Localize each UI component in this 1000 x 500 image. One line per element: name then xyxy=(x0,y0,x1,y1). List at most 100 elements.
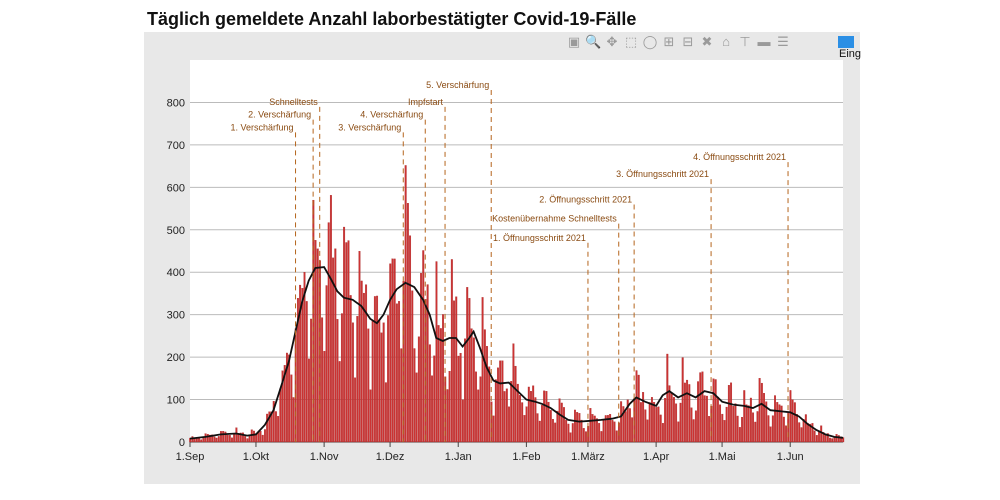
bar xyxy=(730,382,733,443)
bar xyxy=(259,430,262,443)
zoom-icon[interactable]: 🔍 xyxy=(585,34,602,49)
bar xyxy=(705,395,708,443)
bar xyxy=(811,423,814,443)
bar xyxy=(215,437,218,443)
bar xyxy=(202,437,205,443)
reset-axes-icon[interactable]: ⌂ xyxy=(722,34,730,49)
bar xyxy=(325,285,328,443)
bar xyxy=(602,420,605,443)
box-select-icon[interactable]: ⬚ xyxy=(624,34,638,49)
hover-compare-icon[interactable]: ☰ xyxy=(777,34,789,49)
bar xyxy=(791,399,794,443)
bar xyxy=(371,320,374,443)
camera-icon[interactable]: ▣ xyxy=(567,34,581,49)
annotation-label: Impfstart xyxy=(408,97,444,107)
bar xyxy=(639,402,642,443)
bar xyxy=(778,404,781,443)
bar xyxy=(477,389,480,443)
bar xyxy=(552,419,554,443)
bar xyxy=(508,406,510,443)
y-tick-label: 500 xyxy=(167,225,185,237)
bar xyxy=(307,358,310,443)
bar xyxy=(842,437,845,443)
bar xyxy=(769,426,772,443)
bar xyxy=(714,379,717,443)
bar xyxy=(376,295,379,443)
bar xyxy=(563,407,565,443)
bar xyxy=(527,386,530,443)
bar xyxy=(659,414,662,443)
bar xyxy=(329,195,332,443)
bar xyxy=(217,436,220,443)
bar xyxy=(686,379,689,443)
bar xyxy=(516,383,519,443)
annotation-label: 4. Verschärfung xyxy=(360,110,423,120)
bar xyxy=(279,388,282,443)
bar xyxy=(653,402,656,443)
bar xyxy=(209,434,211,443)
bar xyxy=(501,360,504,443)
annotation-label: 2. Verschärfung xyxy=(248,110,311,120)
bar xyxy=(349,295,352,443)
bar xyxy=(305,301,308,443)
legend-toggle-icon[interactable] xyxy=(838,36,854,48)
x-tick-label: 1.Nov xyxy=(310,451,339,463)
bar xyxy=(534,397,537,443)
annotation-label: 1. Öffnungsschritt 2021 xyxy=(493,233,586,243)
bar xyxy=(264,429,266,443)
bar xyxy=(681,357,684,443)
bar xyxy=(580,419,583,443)
bar xyxy=(822,432,825,443)
bar xyxy=(547,401,550,443)
bar xyxy=(785,425,787,443)
bar xyxy=(538,420,541,443)
zoom-in-icon[interactable]: ⊞ xyxy=(663,34,675,49)
pan-icon[interactable]: ✥ xyxy=(606,34,618,49)
bar xyxy=(826,433,829,443)
zoom-out-icon[interactable]: ⊟ xyxy=(682,34,694,49)
bar xyxy=(712,378,715,443)
bar xyxy=(774,395,776,443)
bar xyxy=(664,398,667,443)
bar xyxy=(321,317,324,443)
x-tick-label: 1.Apr xyxy=(643,451,670,463)
bar xyxy=(688,384,691,443)
bar xyxy=(235,427,238,443)
bar xyxy=(622,406,625,443)
bar xyxy=(657,406,660,443)
lasso-select-icon[interactable]: ◯ xyxy=(642,34,658,49)
bar xyxy=(626,399,629,443)
spike-lines-icon[interactable]: ⊤ xyxy=(739,34,751,49)
bar xyxy=(497,367,499,443)
y-tick-label: 400 xyxy=(167,267,185,279)
bar xyxy=(448,371,451,443)
bar xyxy=(703,395,706,443)
bar xyxy=(593,415,596,443)
bar xyxy=(391,258,394,443)
bar xyxy=(831,438,834,443)
bar xyxy=(560,402,563,443)
y-tick-label: 0 xyxy=(179,437,185,449)
annotation-label: 5. Verschärfung xyxy=(426,80,489,90)
bar xyxy=(327,222,330,443)
bar xyxy=(439,328,442,443)
bar xyxy=(420,273,423,443)
bar xyxy=(646,419,649,443)
bar xyxy=(336,319,339,443)
bar xyxy=(650,397,653,443)
bar xyxy=(224,431,227,443)
bar xyxy=(635,370,638,443)
bar xyxy=(292,397,295,443)
bar xyxy=(505,388,508,443)
bar xyxy=(422,250,425,443)
bar xyxy=(743,390,746,443)
bar xyxy=(415,372,418,443)
bar xyxy=(411,290,414,443)
bar xyxy=(479,376,482,443)
bar xyxy=(233,433,236,443)
hover-closest-icon[interactable]: ▬ xyxy=(757,34,771,49)
chart-title: Täglich gemeldete Anzahl laborbestätigte… xyxy=(147,9,637,29)
autoscale-icon[interactable]: ✖ xyxy=(701,34,713,49)
bar xyxy=(591,414,594,443)
